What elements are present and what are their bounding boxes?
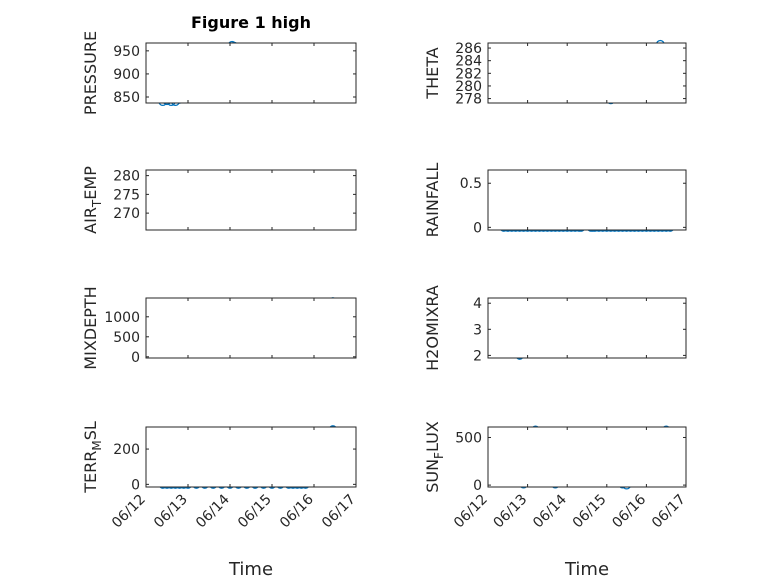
x-tick-label: 06/12 <box>451 492 491 532</box>
y-tick-label: 500 <box>455 430 482 446</box>
x-tick-label: 06/15 <box>570 492 610 532</box>
y-tick-label: 500 <box>113 330 140 346</box>
y-tick-label: 200 <box>113 442 140 458</box>
x-axis-label: Time <box>228 559 273 580</box>
y-tick-label: 0 <box>131 477 140 493</box>
y-tick-label: 4 <box>473 296 482 312</box>
y-tick-label: 275 <box>113 187 140 203</box>
y-tick-label: 282 <box>455 66 482 82</box>
axes-box <box>145 426 357 488</box>
axes-box <box>145 42 357 104</box>
y-tick-label: 0.5 <box>460 176 482 192</box>
y-axis-label: PRESSURE <box>81 31 100 115</box>
y-axis-label: THETA <box>423 47 442 99</box>
x-axis-label: Time <box>564 559 609 580</box>
y-tick-label: 1000 <box>104 310 140 326</box>
y-tick-label: 0 <box>473 478 482 494</box>
axes-box <box>487 42 687 104</box>
y-tick-label: 280 <box>113 169 140 185</box>
x-tick-label: 06/12 <box>109 492 149 532</box>
x-tick-label: 06/13 <box>491 492 531 532</box>
x-tick-label: 06/16 <box>609 491 649 531</box>
y-tick-label: 278 <box>455 92 482 108</box>
x-tick-label: 06/13 <box>151 492 191 532</box>
y-tick-label: 280 <box>455 79 482 95</box>
axes-box <box>487 426 687 488</box>
x-tick-label: 06/17 <box>319 492 359 532</box>
y-tick-label: 3 <box>473 322 482 338</box>
y-tick-label: 0 <box>473 220 482 236</box>
y-axis-label: RAINFALL <box>423 163 442 238</box>
axes-box <box>145 169 357 231</box>
y-axis-label: MIXDEPTH <box>81 286 100 369</box>
y-tick-label: 0 <box>131 350 140 366</box>
axes-box <box>487 297 687 359</box>
y-axis-label: AIRTEMP <box>81 166 104 234</box>
y-tick-label: 950 <box>113 44 140 60</box>
axes-box <box>487 169 687 231</box>
panel-5: 2 3 4 H2OMIXRA <box>423 285 687 371</box>
figure-title: Figure 1 high <box>191 13 311 32</box>
y-tick-label: 850 <box>113 90 140 106</box>
y-tick-label: 284 <box>455 54 482 70</box>
panel-3: 0 0.5 RAINFALL <box>423 163 687 238</box>
x-tick-label: 06/14 <box>193 491 233 531</box>
y-axis-label: H2OMIXRA <box>423 285 442 371</box>
y-tick-label: 900 <box>113 67 140 83</box>
x-tick-label: 06/14 <box>530 491 570 531</box>
y-tick-label: 270 <box>113 206 140 222</box>
panel-0: 850 900 950 PRESSURE <box>81 31 357 115</box>
y-axis-label: SUNFLUX <box>423 421 446 493</box>
panel-2: 270 275 280 AIRTEMP <box>81 166 357 234</box>
y-tick-label: 2 <box>473 348 482 364</box>
x-tick-label: 06/16 <box>277 491 317 531</box>
axes-box <box>145 297 357 359</box>
y-axis-label: TERRMSL <box>81 421 104 494</box>
x-tick-label: 06/15 <box>235 492 275 532</box>
y-tick-label: 286 <box>455 41 482 57</box>
x-tick-label: 06/17 <box>649 492 689 532</box>
